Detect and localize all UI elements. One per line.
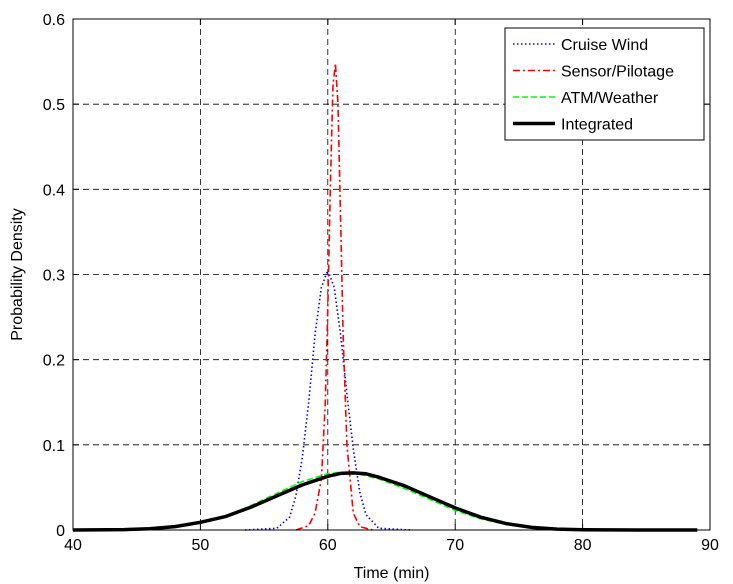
plot-border — [72, 18, 711, 531]
tick-labels: 40 50 60 70 80 90 0 0.1 0.2 0.3 0.4 0.5 0.6 — [43, 12, 719, 554]
x-tick-label: 60 — [319, 537, 337, 554]
y-tick-label: 0.2 — [43, 353, 65, 370]
series-lines — [72, 62, 698, 532]
series-line-sensor-pilotage — [295, 62, 373, 531]
legend-label: Sensor/Pilotage — [561, 64, 674, 81]
y-tick-label: 0.1 — [43, 438, 65, 455]
legend-label: Cruise Wind — [561, 37, 648, 54]
y-tick-label: 0 — [56, 523, 65, 540]
legend-label: Integrated — [561, 117, 633, 134]
y-tick-label: 0.4 — [43, 182, 65, 199]
y-tick-label: 0.6 — [43, 12, 65, 29]
x-axis-label: Time (min) — [354, 565, 430, 582]
x-tick-label: 40 — [64, 537, 82, 554]
y-tick-label: 0.3 — [43, 268, 65, 285]
legend: Cruise Wind Sensor/Pilotage ATM/Weather Int… — [504, 27, 705, 141]
x-tick-label: 80 — [574, 537, 592, 554]
legend-label: ATM/Weather — [561, 90, 659, 107]
series-line-integrated — [72, 471, 698, 532]
y-axis-label: Probability Density — [9, 208, 26, 341]
x-tick-label: 50 — [192, 537, 210, 554]
legend-box — [504, 27, 705, 141]
x-tick-label: 70 — [446, 537, 464, 554]
x-tick-label: 90 — [701, 537, 719, 554]
y-tick-label: 0.5 — [43, 97, 65, 114]
